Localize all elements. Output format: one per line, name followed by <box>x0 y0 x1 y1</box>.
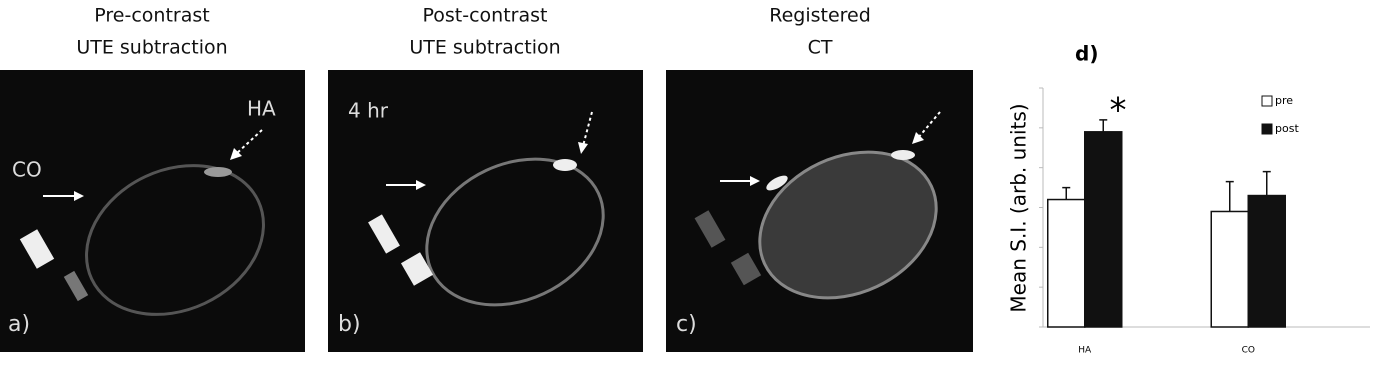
annotation: CO <box>12 158 42 182</box>
annotation: HA <box>247 97 276 121</box>
legend-swatch <box>1261 95 1273 107</box>
marker <box>63 270 89 302</box>
bar <box>1084 131 1123 328</box>
panel-label: a) <box>8 312 30 337</box>
panel-title: Registered <box>769 5 871 27</box>
arrow-head <box>230 148 242 160</box>
error-bar <box>1225 180 1234 212</box>
panel-title: Post-contrast <box>423 5 548 27</box>
image <box>0 70 305 352</box>
bar <box>1047 198 1086 328</box>
titles: Pre-contrast UTE subtraction Post-contrast… <box>76 5 870 59</box>
legend-label: pre <box>1275 94 1293 107</box>
panel-title: UTE subtraction <box>76 37 227 59</box>
body-outline <box>758 150 938 300</box>
annotation: 4 hr <box>348 99 389 123</box>
arrow-head <box>912 132 924 144</box>
panel-title: CT <box>808 37 833 59</box>
highlight <box>204 167 232 177</box>
body-outline <box>425 157 605 307</box>
highlight <box>553 159 577 171</box>
arrow-head <box>74 191 84 201</box>
legend-label: post <box>1275 122 1299 135</box>
bar-chart: d) Mean S.I. (arb. units) HA CO * pre post <box>1007 42 1370 356</box>
arrow-head <box>578 142 588 154</box>
arrow-head <box>416 180 426 190</box>
highlight <box>766 175 788 191</box>
error-bar <box>1099 119 1108 132</box>
panel-title: Pre-contrast <box>94 5 209 27</box>
error-bar <box>1062 186 1071 200</box>
y-axis-label: Mean S.I. (arb. units) <box>1007 103 1031 312</box>
arrow-head <box>750 176 760 186</box>
marker <box>694 210 726 248</box>
x-tick-label: CO <box>1242 346 1255 356</box>
bar <box>1210 210 1249 328</box>
annotation: * <box>1110 91 1127 131</box>
panel-a: CO HA a) <box>0 70 305 352</box>
marker <box>400 252 434 286</box>
panel-c: c) <box>666 70 973 352</box>
x-tick-label: HA <box>1078 346 1092 356</box>
marker <box>19 229 55 269</box>
panel-label: d) <box>1075 42 1098 66</box>
marker <box>730 252 762 286</box>
panel-label: c) <box>676 312 697 337</box>
highlight <box>891 150 915 160</box>
bar <box>1247 194 1286 328</box>
panel-b: 4 hr b) <box>328 70 643 352</box>
error-bar <box>1262 170 1271 196</box>
legend-swatch <box>1261 123 1273 135</box>
panel-label: b) <box>338 312 361 337</box>
marker <box>368 214 400 254</box>
body-outline <box>85 164 265 316</box>
panel-title: UTE subtraction <box>409 37 560 59</box>
